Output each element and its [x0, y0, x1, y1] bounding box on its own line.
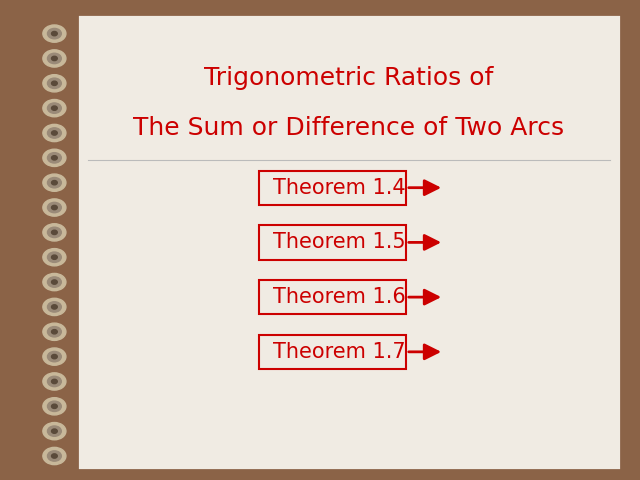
Circle shape: [43, 422, 66, 440]
Circle shape: [43, 224, 66, 241]
Circle shape: [47, 178, 61, 188]
Circle shape: [43, 447, 66, 465]
Circle shape: [47, 153, 61, 163]
Circle shape: [52, 255, 58, 259]
Circle shape: [43, 298, 66, 315]
Circle shape: [40, 346, 69, 368]
Circle shape: [52, 330, 58, 334]
Circle shape: [47, 351, 61, 362]
Circle shape: [52, 280, 58, 284]
Circle shape: [47, 128, 61, 138]
Circle shape: [43, 397, 66, 415]
Text: Theorem 1.4: Theorem 1.4: [273, 178, 405, 198]
Circle shape: [40, 296, 69, 318]
Circle shape: [40, 23, 69, 45]
Circle shape: [43, 149, 66, 167]
Circle shape: [47, 103, 61, 113]
Circle shape: [47, 326, 61, 337]
Circle shape: [47, 302, 61, 312]
Circle shape: [52, 230, 58, 235]
Circle shape: [40, 395, 69, 417]
Circle shape: [43, 348, 66, 365]
Circle shape: [52, 429, 58, 433]
Circle shape: [47, 227, 61, 238]
Circle shape: [47, 28, 61, 39]
Circle shape: [47, 252, 61, 263]
Circle shape: [47, 426, 61, 436]
Circle shape: [43, 50, 66, 67]
Circle shape: [40, 147, 69, 169]
Circle shape: [52, 180, 58, 185]
Circle shape: [43, 323, 66, 340]
Circle shape: [40, 445, 69, 467]
Circle shape: [47, 53, 61, 64]
Circle shape: [52, 81, 58, 85]
Circle shape: [40, 196, 69, 218]
Circle shape: [40, 72, 69, 95]
Circle shape: [40, 97, 69, 119]
Circle shape: [52, 106, 58, 110]
Circle shape: [43, 99, 66, 117]
Circle shape: [43, 25, 66, 42]
Circle shape: [47, 78, 61, 88]
Circle shape: [47, 203, 61, 213]
Circle shape: [43, 124, 66, 142]
Circle shape: [40, 271, 69, 293]
Circle shape: [52, 56, 58, 60]
Circle shape: [40, 122, 69, 144]
Circle shape: [43, 75, 66, 92]
Circle shape: [40, 371, 69, 393]
Circle shape: [52, 205, 58, 210]
Circle shape: [40, 221, 69, 243]
Circle shape: [47, 277, 61, 287]
Circle shape: [40, 321, 69, 343]
Circle shape: [43, 174, 66, 192]
Circle shape: [43, 274, 66, 291]
Text: The Sum or Difference of Two Arcs: The Sum or Difference of Two Arcs: [133, 117, 564, 141]
Circle shape: [52, 454, 58, 458]
Text: Trigonometric Ratios of: Trigonometric Ratios of: [204, 66, 493, 90]
Circle shape: [40, 420, 69, 442]
Circle shape: [40, 246, 69, 268]
Circle shape: [43, 373, 66, 390]
Circle shape: [52, 31, 58, 36]
Circle shape: [52, 131, 58, 135]
Text: Theorem 1.7: Theorem 1.7: [273, 342, 405, 362]
Circle shape: [52, 404, 58, 408]
Circle shape: [43, 249, 66, 266]
Circle shape: [43, 199, 66, 216]
Circle shape: [52, 305, 58, 309]
Circle shape: [47, 376, 61, 387]
Circle shape: [40, 48, 69, 70]
Text: Theorem 1.6: Theorem 1.6: [273, 287, 405, 307]
Circle shape: [47, 451, 61, 461]
Circle shape: [52, 379, 58, 384]
Circle shape: [52, 354, 58, 359]
Circle shape: [40, 172, 69, 194]
Text: Theorem 1.5: Theorem 1.5: [273, 232, 405, 252]
Circle shape: [52, 156, 58, 160]
Circle shape: [47, 401, 61, 411]
